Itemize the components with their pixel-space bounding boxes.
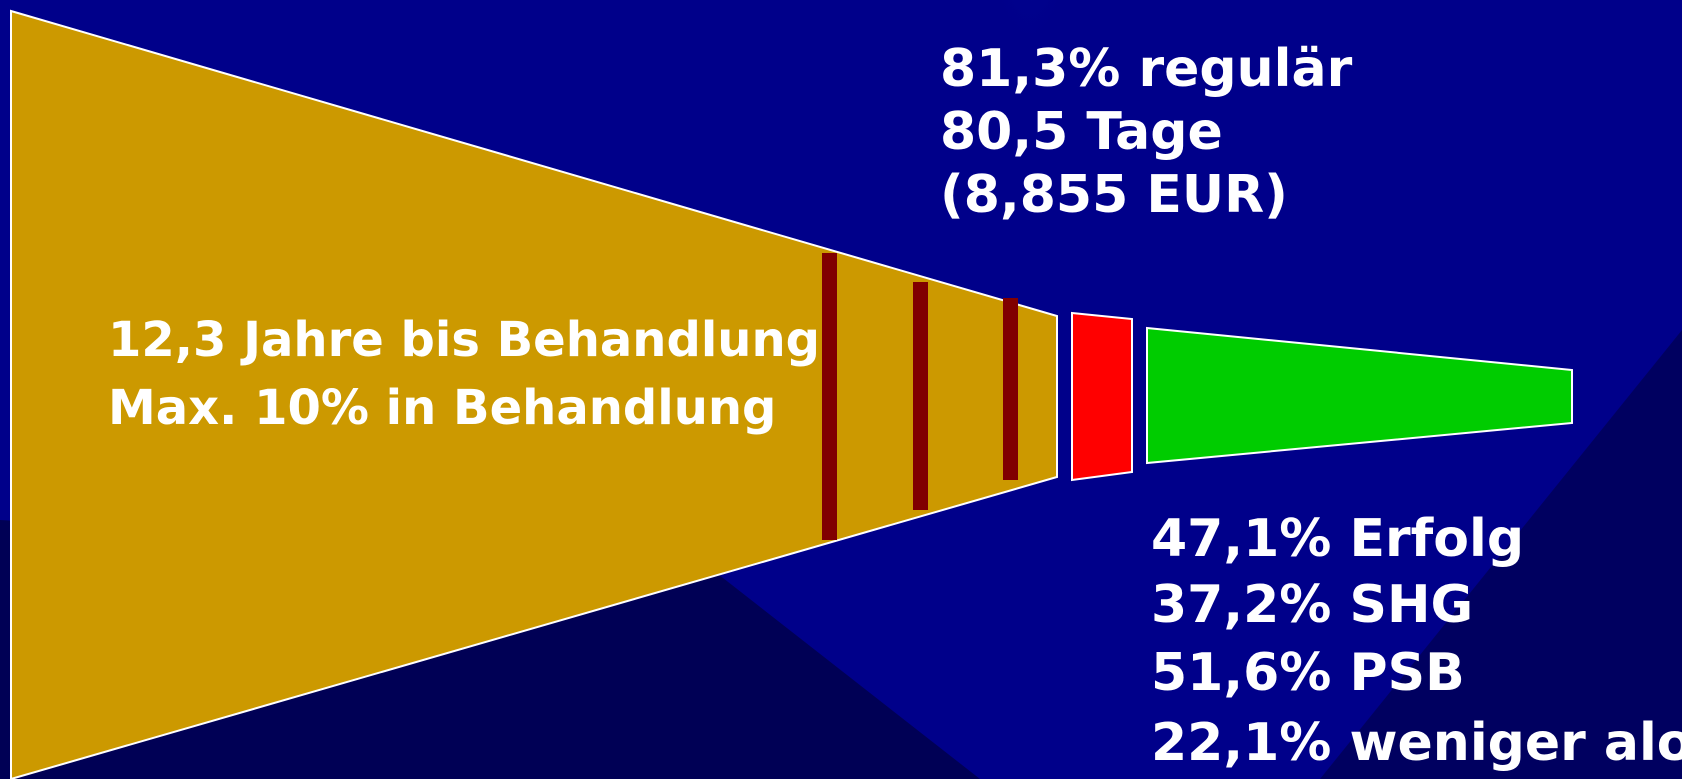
green-segment <box>1146 326 1573 465</box>
bottom-right-text: 51,6% PSB <box>1151 643 1465 703</box>
barrier-bar <box>1003 298 1018 480</box>
bottom-right-text: 47,1% Erfolg <box>1151 509 1524 569</box>
bottom-right-text: 37,2% SHG <box>1151 575 1473 635</box>
top-right-text: (8,855 EUR) <box>940 165 1288 225</box>
barrier-bar <box>913 282 928 510</box>
barrier-bar <box>822 253 837 540</box>
left-text: Max. 10% in Behandlung <box>108 380 776 436</box>
left-text: 12,3 Jahre bis Behandlung <box>108 312 820 368</box>
background-shade <box>1320 330 1682 779</box>
top-right-text: 81,3% regulär <box>940 39 1353 99</box>
gold-funnel <box>10 9 1058 779</box>
top-right-text: 80,5 Tage <box>940 102 1223 162</box>
background-glow <box>970 0 1090 330</box>
bottom-right-text: 22,1% weniger alo <box>1151 713 1682 773</box>
red-segment <box>1071 311 1133 482</box>
